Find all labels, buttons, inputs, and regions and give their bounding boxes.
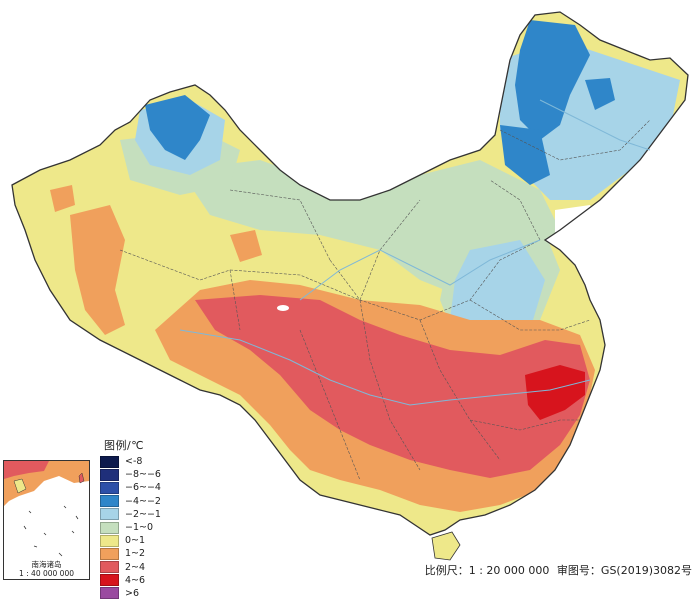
anomaly-zone-minus4-minus2-patch (585, 78, 615, 110)
anomaly-zone-minus4-minus2-north-xinjiang (145, 95, 210, 160)
legend-item: >6 (100, 587, 176, 600)
inset-caption-title: 南海诸岛 (31, 560, 62, 569)
legend-swatch (100, 561, 119, 574)
legend-label: −2~−1 (125, 508, 161, 520)
legend-item: <-8 (100, 455, 176, 468)
anomaly-zone-minus4-minus2-heilongjiang (515, 20, 590, 140)
legend-item: 0~1 (100, 534, 176, 547)
anomaly-zone-1-2-patch-b (50, 185, 75, 212)
legend: 图例/℃ <-8 −8~−6 −6~−4 −4~−2 −2~−1 −1~0 0~1 1~2 2~… (100, 437, 176, 600)
hainan-island (431, 531, 461, 561)
legend-items: <-8 −8~−6 −6~−4 −4~−2 −2~−1 −1~0 0~1 1~2 2~4 4~6 >… (100, 455, 176, 600)
legend-label: −4~−2 (125, 495, 161, 507)
legend-item: −2~−1 (100, 508, 176, 521)
legend-label: 1~2 (125, 548, 146, 560)
legend-item: 1~2 (100, 547, 176, 560)
legend-label: 2~4 (125, 561, 146, 573)
anomaly-zone-1-2-tarim (70, 205, 125, 335)
legend-swatch (100, 481, 119, 494)
legend-label: 4~6 (125, 574, 146, 586)
anomaly-zone-2-4-yangtze (195, 295, 590, 478)
bohai-sea (555, 205, 600, 238)
anomaly-zone-1-2-patch-a (230, 230, 262, 262)
province-borders (119, 119, 651, 481)
map-footer: 比例尺：1 : 20 000 000 审图号：GS(2019)3082号 (421, 562, 692, 578)
legend-swatch (100, 455, 119, 468)
legend-label: 0~1 (125, 535, 146, 547)
legend-title: 图例/℃ (104, 439, 145, 452)
inset-caption-scale: 1 : 40 000 000 (18, 569, 74, 578)
temperature-anomaly-map (11, 11, 689, 561)
legend-swatch (100, 495, 119, 508)
legend-label: −8~−6 (125, 469, 161, 481)
legend-label: −1~0 (125, 522, 154, 534)
legend-item: −6~−4 (100, 481, 176, 494)
legend-swatch (100, 547, 119, 560)
review-number: 审图号：GS(2019)3082号 (556, 564, 692, 577)
legend-item: 4~6 (100, 574, 176, 587)
qinghai-lake (277, 305, 289, 311)
legend-item: −4~−2 (100, 495, 176, 508)
legend-swatch (100, 574, 119, 587)
legend-item: −8~−6 (100, 468, 176, 481)
anomaly-zone-2-4-taiwan (588, 425, 610, 478)
legend-item: −1~0 (100, 521, 176, 534)
country-border (11, 11, 689, 536)
anomaly-zone-minus4-minus2-inner-mongolia (500, 125, 550, 185)
inset-map (4, 461, 89, 557)
legend-swatch (100, 468, 119, 481)
anomaly-zone-4-6-jiangxi (525, 365, 585, 420)
rivers (179, 99, 651, 406)
legend-item: 2~4 (100, 561, 176, 574)
legend-swatch (100, 534, 119, 547)
legend-label: −6~−4 (125, 482, 161, 494)
legend-swatch (100, 508, 119, 521)
scale-text: 比例尺：1 : 20 000 000 (424, 564, 550, 577)
legend-label: <-8 (125, 456, 143, 468)
legend-swatch (100, 587, 119, 600)
map-figure: 图例/℃ <-8 −8~−6 −6~−4 −4~−2 −2~−1 −1~0 0~1 1~2 2~… (3, 11, 692, 600)
legend-swatch (100, 521, 119, 534)
south-china-sea-inset: 南海诸岛 1 : 40 000 000 (3, 460, 90, 580)
legend-label: >6 (125, 587, 140, 599)
